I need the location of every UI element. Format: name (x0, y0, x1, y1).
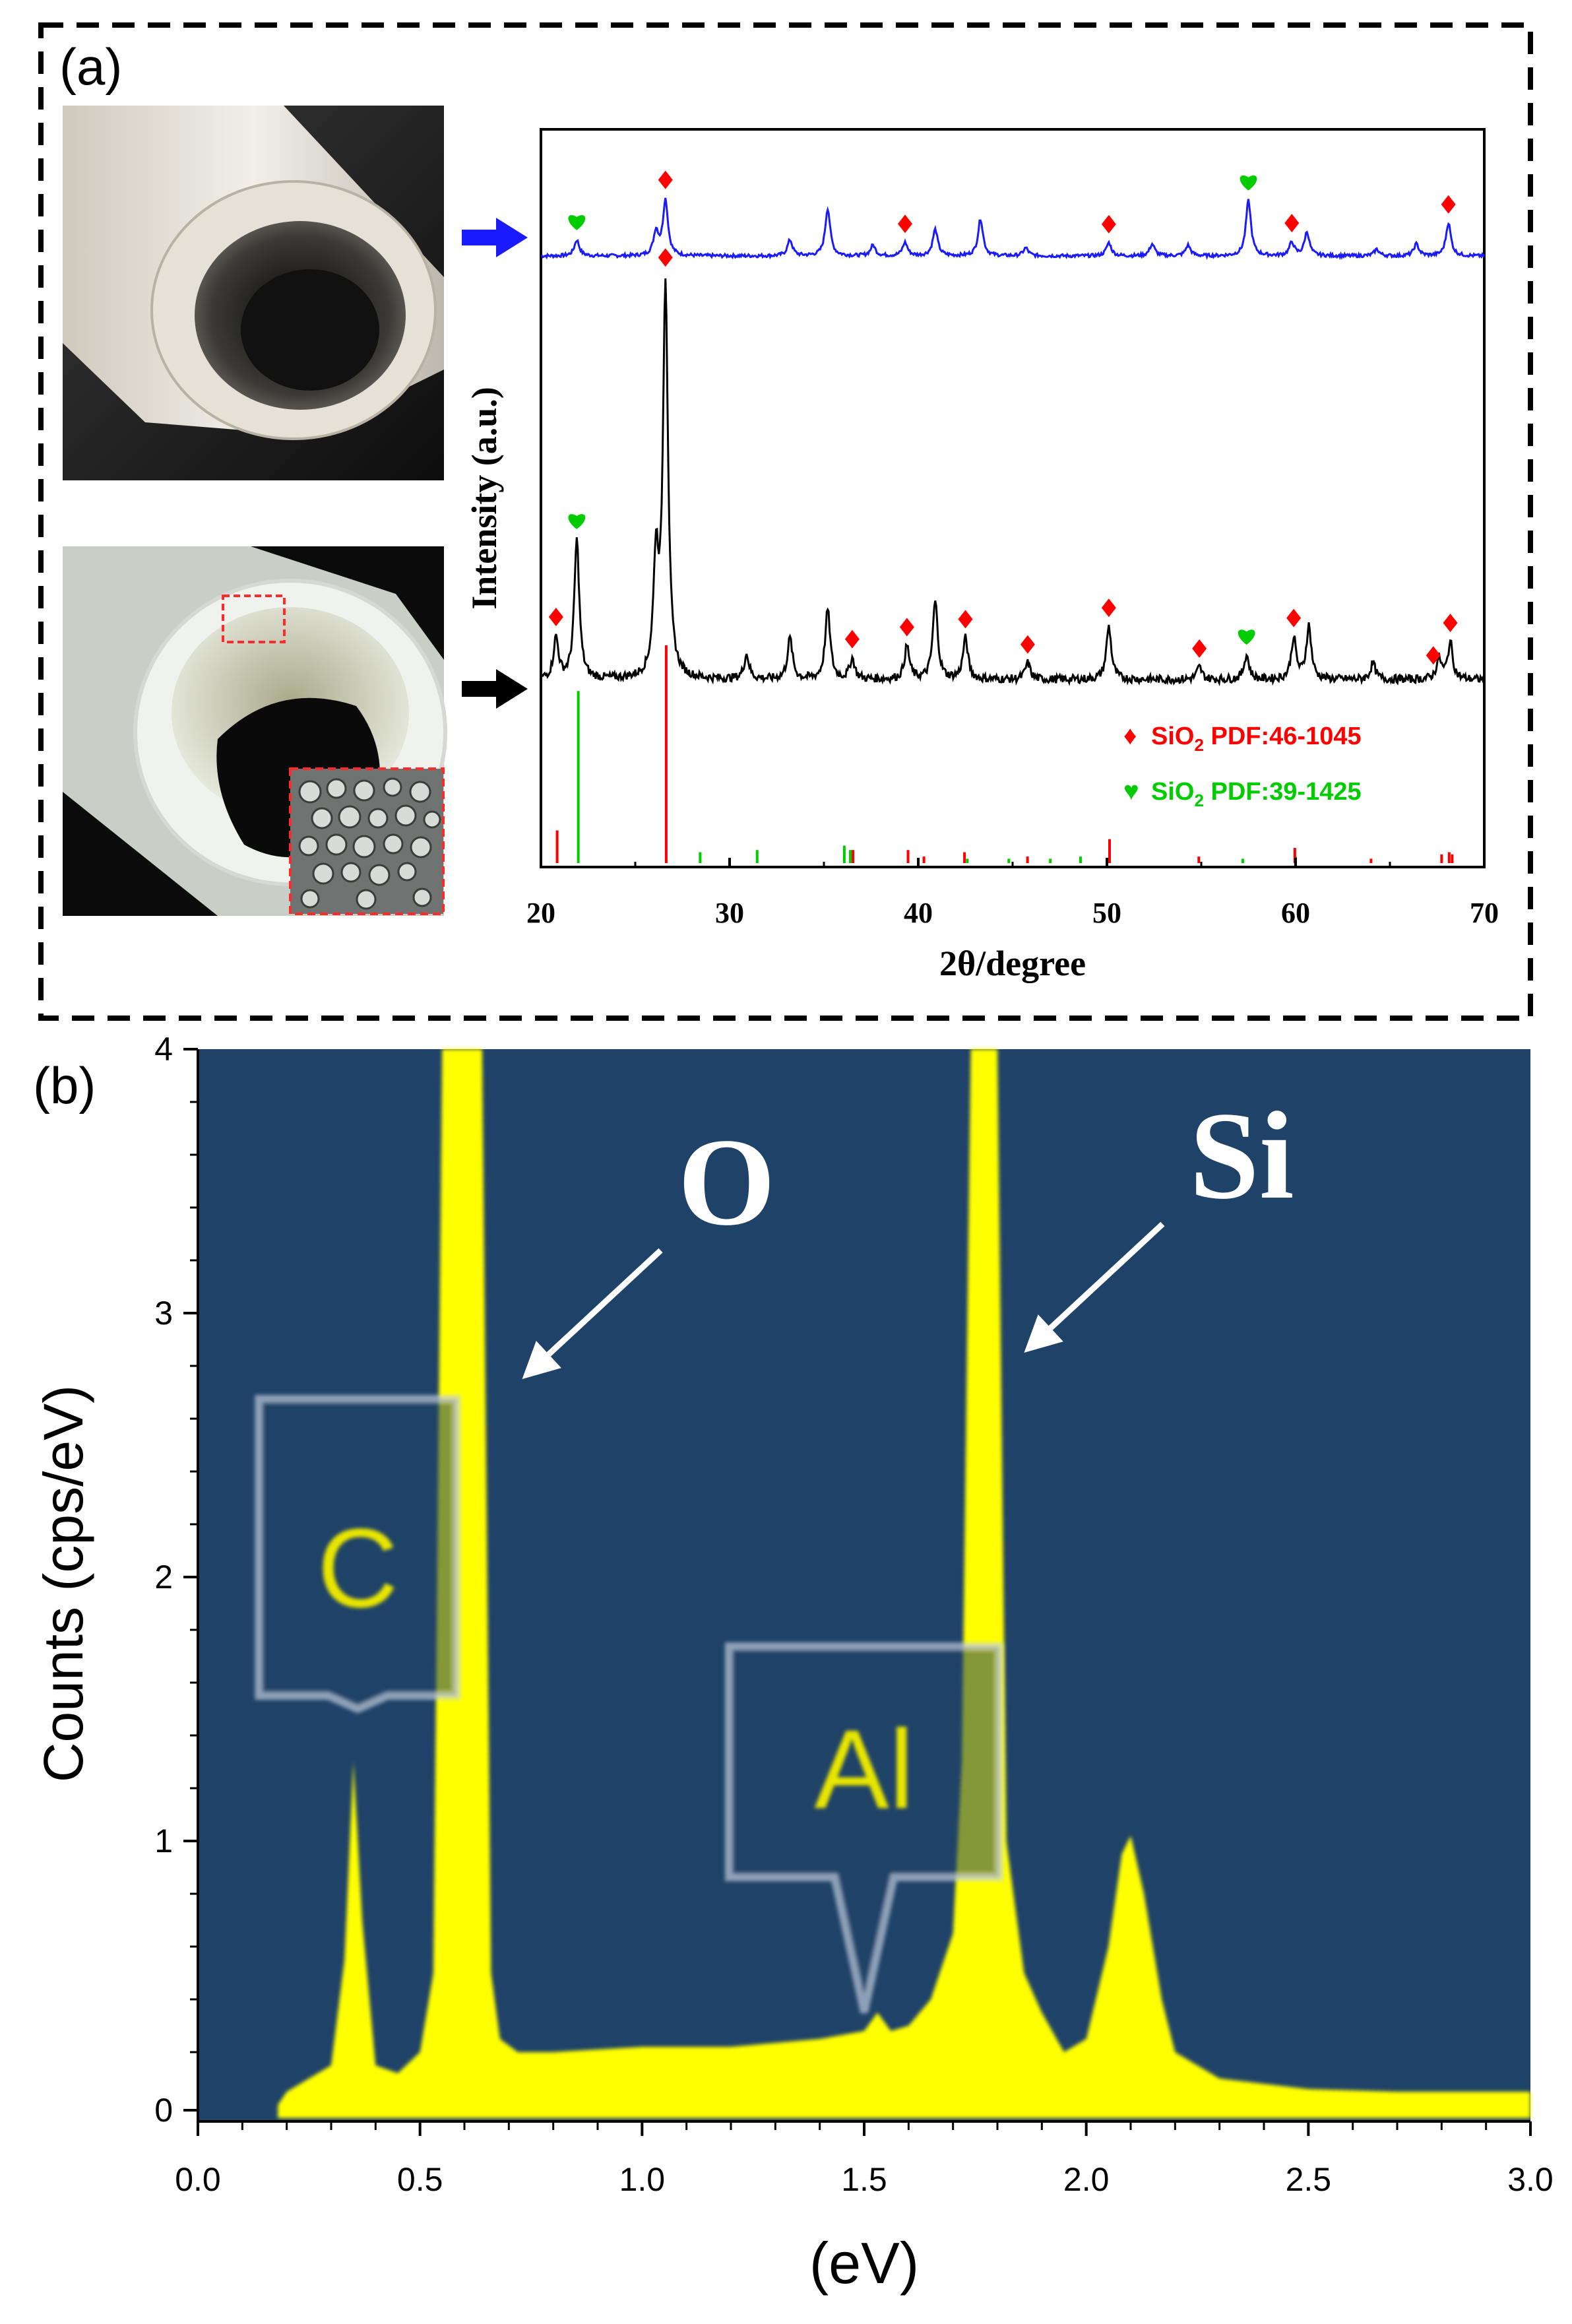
peak-marker-diamond-icon (899, 618, 914, 637)
callout-al-label: Al (814, 1707, 914, 1832)
arrow-blue (462, 218, 528, 257)
peak-marker-diamond-icon (548, 607, 563, 626)
xrd-x-tick-label: 50 (1092, 897, 1121, 929)
element-label-o: O (678, 1113, 776, 1252)
xrd-x-tick-label: 60 (1281, 897, 1310, 929)
peak-marker-diamond-icon (1020, 635, 1035, 654)
arrow-black (462, 669, 528, 709)
arrow-si-icon (1042, 1221, 1165, 1337)
legend-diamond-icon: ♦ (1123, 721, 1137, 750)
xrd-x-axis-label: 2θ/degree (939, 944, 1086, 983)
callout-al: Al (725, 1642, 1003, 2014)
peak-marker-heart-icon (1238, 629, 1255, 645)
annotation-o: O (522, 1113, 776, 1379)
legend-green-pdf: PDF:39-1425 (1204, 778, 1362, 806)
eds-y-tick-label: 3 (154, 1295, 173, 1332)
eds-y-ticks: 0 1 2 3 4 (154, 1031, 198, 2129)
annotation-si: Si (1024, 1087, 1294, 1353)
legend-red-pdf: PDF:46-1045 (1204, 723, 1362, 750)
xrd-x-tick-label: 20 (526, 897, 555, 929)
eds-y-tick-label: 4 (154, 1031, 173, 1068)
peak-marker-diamond-icon (1441, 195, 1456, 214)
xrd-legend: ♦ SiO2 PDF:46-1045 ♥ SiO2 PDF:39-1425 (1123, 721, 1362, 810)
panel-b-label: (b) (33, 1056, 96, 1114)
eds-x-ticks: 0.0 0.5 1.0 1.5 2.0 2.5 3.0 (175, 2121, 1554, 2198)
peak-marker-diamond-icon (1443, 613, 1458, 632)
peak-marker-diamond-icon (1192, 639, 1207, 658)
xrd-series-before (540, 278, 1486, 687)
arrow-o-icon (540, 1248, 663, 1363)
svg-text:SiO2 PDF:39-1425: SiO2 PDF:39-1425 (1151, 778, 1362, 810)
peak-marker-diamond-icon (1426, 646, 1441, 665)
photo-highlight-box (222, 595, 286, 643)
eds-chart: C Al O Si 0.0 0.5 1.0 1.5 2.0 2.5 3.0 0 1 2 3 4 (e… (32, 1031, 1554, 2296)
peak-marker-diamond-icon (897, 214, 912, 234)
eds-x-tick-label: 2.5 (1286, 2161, 1332, 2198)
callout-c: C (255, 1395, 461, 1714)
photo-tube-before (63, 106, 444, 480)
panel-a-label: (a) (59, 38, 122, 96)
eds-y-axis-label: Counts (cps/eV) (32, 1385, 94, 1782)
xrd-phase-markers (548, 170, 1458, 665)
legend-red-sub: 2 (1194, 735, 1203, 755)
xrd-series-after (540, 197, 1486, 261)
eds-x-tick-label: 0.5 (397, 2161, 443, 2198)
xrd-legend-item-red: ♦ SiO2 PDF:46-1045 (1123, 721, 1362, 755)
peak-marker-diamond-icon (658, 248, 673, 267)
element-label-si: Si (1189, 1087, 1294, 1225)
eds-x-tick-label: 3.0 (1507, 2161, 1554, 2198)
eds-x-tick-label: 2.0 (1063, 2161, 1110, 2198)
xrd-x-ticks: 20 30 40 50 60 70 (526, 858, 1499, 929)
peak-marker-heart-icon (568, 214, 586, 230)
xrd-y-axis-label: Intensity (a.u.) (464, 387, 504, 610)
xrd-legend-item-green: ♥ SiO2 PDF:39-1425 (1123, 777, 1362, 810)
eds-x-axis-label: (eV) (809, 2230, 919, 2296)
xrd-plot-frame (540, 128, 1486, 868)
peak-marker-heart-icon (1240, 175, 1257, 191)
eds-x-tick-label: 1.5 (841, 2161, 887, 2198)
photo-inset-pores (289, 767, 445, 915)
xrd-chart: 20 30 40 50 60 70 2θ/degree Intensity (a.u.) … (464, 128, 1499, 983)
peak-marker-heart-icon (568, 514, 586, 529)
peak-marker-diamond-icon (1286, 608, 1302, 628)
xrd-x-tick-label: 70 (1470, 897, 1499, 929)
panel-a-frame (38, 22, 1533, 1021)
xrd-reference-green (577, 691, 1297, 863)
peak-marker-diamond-icon (658, 170, 673, 189)
svg-text:SiO2 PDF:46-1045: SiO2 PDF:46-1045 (1151, 723, 1362, 755)
eds-x-tick-label: 1.0 (619, 2161, 666, 2198)
xrd-x-tick-label: 40 (904, 897, 933, 929)
peak-marker-diamond-icon (1101, 598, 1116, 618)
xrd-x-tick-label: 30 (715, 897, 744, 929)
legend-heart-icon: ♥ (1123, 777, 1139, 806)
peak-marker-diamond-icon (844, 629, 860, 649)
eds-y-tick-label: 0 (154, 2092, 173, 2129)
photo-tube-after (63, 546, 447, 916)
legend-red-text: SiO (1151, 723, 1194, 750)
eds-x-tick-label: 0.0 (175, 2161, 221, 2198)
eds-y-tick-label: 1 (154, 1823, 173, 1859)
legend-green-sub: 2 (1194, 791, 1203, 810)
legend-green-text: SiO (1151, 778, 1194, 806)
peak-marker-diamond-icon (1101, 214, 1116, 234)
eds-y-tick-label: 2 (154, 1559, 173, 1596)
callout-c-label: C (317, 1506, 398, 1631)
peak-marker-diamond-icon (958, 610, 973, 629)
peak-marker-diamond-icon (1284, 214, 1300, 233)
